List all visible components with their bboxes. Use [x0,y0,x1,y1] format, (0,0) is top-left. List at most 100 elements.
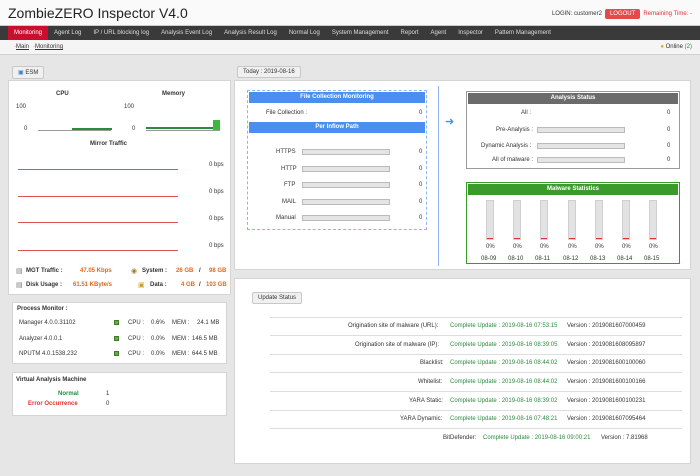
inflow-path-name: HTTPS [276,149,296,155]
flow-arrow-icon: ➜ [445,116,455,128]
nav-inspector[interactable]: Inspector [458,30,483,36]
nav-report[interactable]: Report [400,30,419,36]
process-mem-label: MEM : [172,320,190,326]
analysis-status-value: 0 [667,110,671,116]
nav-agent[interactable]: Agent [430,30,447,36]
vam-normal-count: 1 [106,391,110,397]
process-cpu-label: CPU : [128,351,145,357]
esm-tab: ▣ ESM [12,66,45,79]
update-status: Complete Update : 2019-08-16 08:44:02 [450,379,558,385]
update-version: Version : 2019081600100060 [567,360,646,366]
update-name: YARA Dynamic: [400,416,443,422]
inflow-path-value: 0 [419,149,423,155]
inflow-path-header: Per Inflow Path [249,122,425,133]
update-divider [270,410,682,411]
malware-day-bar [513,200,521,240]
nav-normal-log[interactable]: Normal Log [288,30,320,36]
update-name: Origination site of malware (IP): [355,342,440,348]
process-cpu: 0.0% [151,351,165,357]
malware-day-percent: 0% [622,244,631,250]
vam-title: Virtual Analysis Machine [16,377,87,383]
mem-axis-min: 0 [132,126,136,132]
traffic-line-4 [18,250,178,251]
nav-system-management[interactable]: System Management [331,30,389,36]
data-label: Data : [150,282,167,288]
vam-box [12,372,227,416]
update-version: Version : 2019081607000459 [567,323,646,329]
inflow-path-bar [302,215,390,221]
nav-analysis-event-log[interactable]: Analysis Event Log [161,30,213,36]
analysis-status-bar [537,157,625,163]
traffic-line-1 [18,169,178,170]
inflow-path-bar [302,149,390,155]
logout-button[interactable]: LOGOUT [604,9,641,19]
data-total: 103 GB [206,282,227,288]
nav-agent-log[interactable]: Agent Log [54,30,82,36]
malware-day-bar [486,200,494,240]
login-area: LOGIN: customer2 LOGOUT Remaining Time: … [552,9,692,19]
malware-day-label: 08-11 [535,256,550,262]
analysis-status-bar [537,143,625,149]
process-name: Manager 4.0.0.31102 [19,320,76,326]
malware-day-percent: 0% [649,244,658,250]
online-count: (2) [684,44,692,50]
analysis-status-label: Pre-Analysis : [496,127,534,133]
analysis-status-value: 0 [667,127,671,133]
mem-baseline [146,130,220,131]
update-status: Complete Update : 2019-08-16 07:48:21 [450,416,558,422]
process-name: NPUTM 4.0.1538.232 [19,351,78,357]
update-divider [270,372,682,373]
process-mem: 24.1 MB [197,320,220,326]
nav-monitoring[interactable]: Monitoring [8,26,49,40]
system-label: System : [142,268,168,274]
app-header: ZombieZERO Inspector V4.0 LOGIN: custome… [0,0,700,26]
process-mem: 146.5 MB [192,336,218,342]
process-monitor-box [12,302,227,364]
nav-analysis-result-log[interactable]: Analysis Result Log [224,30,277,36]
traffic-value-3: 0 bps [209,216,224,222]
vam-error-count: 0 [106,401,110,407]
analysis-status-label: All of malware : [492,157,534,163]
remaining-time: Remaining Time: - [643,11,692,17]
file-collection-header: File Collection Monitoring [249,92,425,103]
section-divider [438,86,439,266]
system-disk-icon: ◉ [131,268,138,275]
update-divider [270,354,682,355]
process-status-icon [114,320,119,325]
malware-day-label: 08-12 [563,256,579,262]
malware-day-label: 08-09 [481,256,497,262]
mgt-traffic-icon: ▤ [16,268,23,275]
nav-pattern-management[interactable]: Pattern Management [494,30,551,36]
process-status-icon [114,336,119,341]
update-name: YARA Static: [409,398,443,404]
disk-usage-label: Disk Usage : [26,282,63,288]
breadcrumb-main[interactable]: Main [16,44,30,50]
cpu-baseline [38,130,111,131]
analysis-status-label: Dynamic Analysis : [481,143,532,149]
breadcrumb: ·Main ·Monitoring [14,44,63,50]
process-cpu-label: CPU : [128,320,145,326]
process-cpu-label: CPU : [128,336,145,342]
update-name: Blacklist: [420,360,444,366]
update-version: Version : 2019081607095464 [567,416,646,422]
process-mem-label: MEM : [172,351,190,357]
file-collection-value: 0 [419,110,423,116]
online-status[interactable]: ● Online (2) [660,44,692,50]
malware-day-label: 08-10 [508,256,524,262]
update-divider [270,391,682,392]
mgt-traffic-label: MGT Traffic : [26,268,63,274]
analysis-status-label: All : [521,110,532,116]
update-version: Version : 2019081608095897 [567,342,646,348]
online-icon: ● [660,44,664,50]
update-version: Version : 2019081600100166 [567,379,646,385]
inflow-path-value: 0 [419,182,423,188]
nav-ip-url-blocking-log[interactable]: IP / URL blocking log [93,30,150,36]
update-status: Complete Update : 2019-08-16 07:53:15 [450,323,558,329]
breadcrumb-monitoring[interactable]: Monitoring [35,44,64,50]
malware-day-label: 08-14 [617,256,633,262]
mirror-traffic-title: Mirror Traffic [90,141,128,147]
update-divider [270,317,682,318]
system-used: 26 GB [176,268,194,274]
mem-axis-max: 100 [124,104,135,110]
process-status-icon [114,351,119,356]
